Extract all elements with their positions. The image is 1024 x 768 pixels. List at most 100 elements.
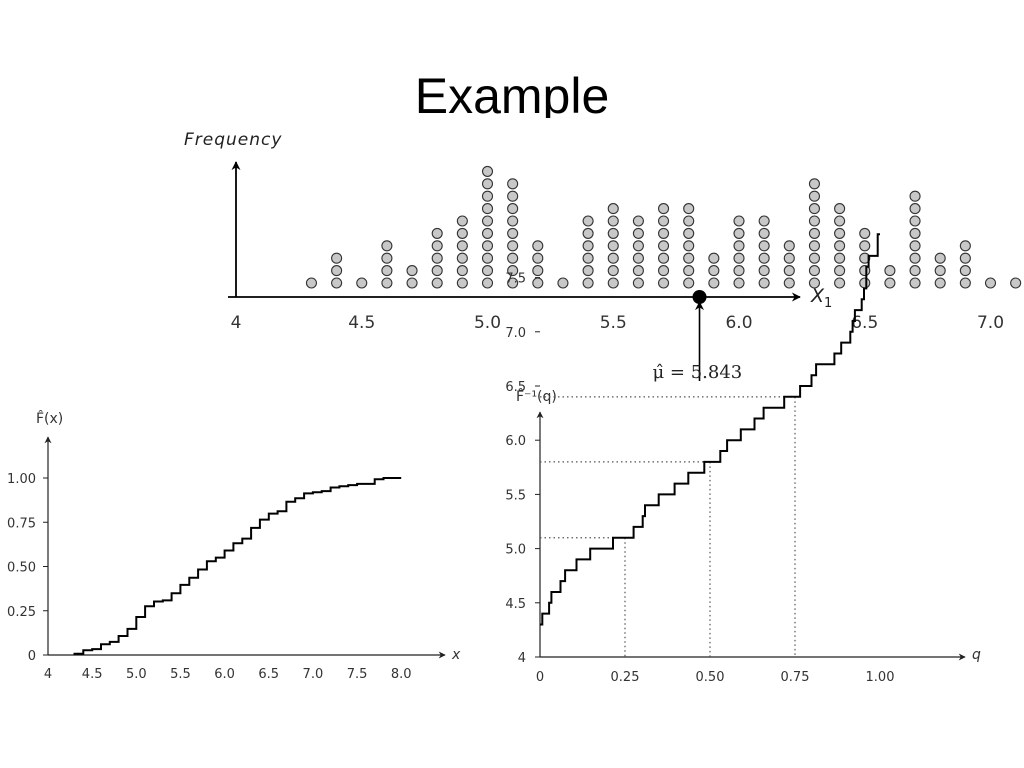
dot-plot-x-ticks: 44.55.05.56.06.57.07.58.0	[231, 313, 1004, 333]
dot-point	[607, 227, 619, 239]
dot-point	[909, 265, 921, 277]
dot-point	[834, 215, 846, 227]
dot-point	[683, 277, 695, 289]
ecdf-y-tick-3: 0.75	[7, 516, 36, 531]
dot-point	[582, 277, 594, 289]
dot-point	[683, 252, 695, 264]
dot-point	[683, 265, 695, 277]
quantile-y-label: F̂⁻¹(q)	[516, 388, 557, 405]
dot-point	[934, 277, 946, 289]
ecdf-x-tick-6: 7.0	[303, 667, 324, 682]
dot-point	[582, 215, 594, 227]
dot-point	[834, 203, 846, 215]
dot-point	[808, 178, 821, 190]
dot-point	[632, 215, 644, 227]
dot-point	[808, 265, 821, 277]
dot-point	[456, 240, 468, 252]
dot-point	[431, 252, 443, 264]
dot-point	[758, 240, 770, 252]
dot-point	[909, 190, 921, 202]
quantile-x-tick-2: 0.50	[696, 670, 725, 685]
dot-point	[808, 227, 821, 239]
quantile-step-line	[540, 233, 880, 626]
ecdf-x-tick-4: 6.0	[214, 667, 235, 682]
dot-point	[984, 277, 997, 289]
dot-point	[909, 252, 921, 264]
dot-point	[532, 265, 544, 277]
dot-point	[481, 178, 494, 190]
dot-point	[607, 265, 619, 277]
dot-point	[507, 240, 519, 252]
dot-point	[657, 265, 670, 277]
ecdf-y-tick-4: 1.00	[7, 472, 36, 487]
dot-point	[456, 277, 468, 289]
dot-point	[431, 227, 443, 239]
dot-point	[582, 240, 594, 252]
dot-plot-x-tick-4: 6.0	[725, 313, 752, 333]
dot-point	[683, 227, 695, 239]
ecdf-y-label: F̂(x)	[36, 410, 63, 427]
dot-plot-y-label: Frequency	[184, 130, 282, 150]
dot-point	[381, 277, 393, 289]
ecdf-y-tick-0: 0	[28, 649, 36, 664]
dot-point	[808, 240, 821, 252]
dot-point	[331, 252, 343, 264]
mean-point	[692, 290, 707, 304]
ecdf-x-tick-1: 4.5	[82, 667, 103, 682]
dot-point	[381, 240, 393, 252]
ecdf-x-tick-2: 5.0	[126, 667, 147, 682]
dot-point	[456, 227, 468, 239]
dot-point	[733, 215, 745, 227]
dot-plot-x-tick-6: 7.0	[977, 313, 1004, 333]
dot-point	[783, 240, 795, 252]
dot-point	[557, 277, 569, 289]
quantile-x-tick-0: 0	[536, 670, 544, 685]
dot-point	[733, 265, 745, 277]
dot-point	[708, 277, 720, 289]
dot-point	[632, 227, 644, 239]
dot-point	[683, 203, 695, 215]
dot-point	[632, 265, 644, 277]
dot-point	[632, 252, 644, 264]
dot-point	[657, 252, 670, 264]
dot-point	[507, 190, 519, 202]
ecdf-x-tick-0: 4	[44, 667, 52, 682]
dot-point	[481, 165, 494, 177]
dot-point	[783, 277, 795, 289]
dot-point	[959, 265, 971, 277]
dot-point	[507, 252, 519, 264]
dot-point	[934, 252, 946, 264]
dot-point	[481, 190, 494, 202]
dot-point	[808, 215, 821, 227]
dot-point	[381, 265, 393, 277]
dot-point	[758, 215, 770, 227]
dot-plot-dots	[305, 165, 1022, 289]
dot-point	[683, 215, 695, 227]
dot-point	[884, 265, 896, 277]
dot-point	[481, 277, 494, 289]
ecdf-step-line	[73, 477, 402, 655]
dot-point	[305, 277, 318, 289]
dot-point	[859, 227, 871, 239]
slide-title: Example	[414, 68, 610, 118]
dot-point	[1010, 277, 1022, 289]
dot-point	[808, 203, 821, 215]
quantile-reference-lines	[540, 396, 796, 657]
quantile-y-tick-4: 6.0	[505, 434, 526, 449]
dot-point	[431, 240, 443, 252]
dot-point	[456, 215, 468, 227]
dot-point	[481, 265, 494, 277]
dot-point	[834, 265, 846, 277]
dot-point	[834, 252, 846, 264]
dot-point	[456, 252, 468, 264]
dot-point	[607, 252, 619, 264]
dot-point	[607, 203, 619, 215]
dot-point	[406, 265, 418, 277]
dot-point	[507, 178, 519, 190]
dot-plot-x-label: X1	[810, 285, 832, 311]
dot-point	[331, 265, 343, 277]
dot-point	[657, 203, 670, 215]
